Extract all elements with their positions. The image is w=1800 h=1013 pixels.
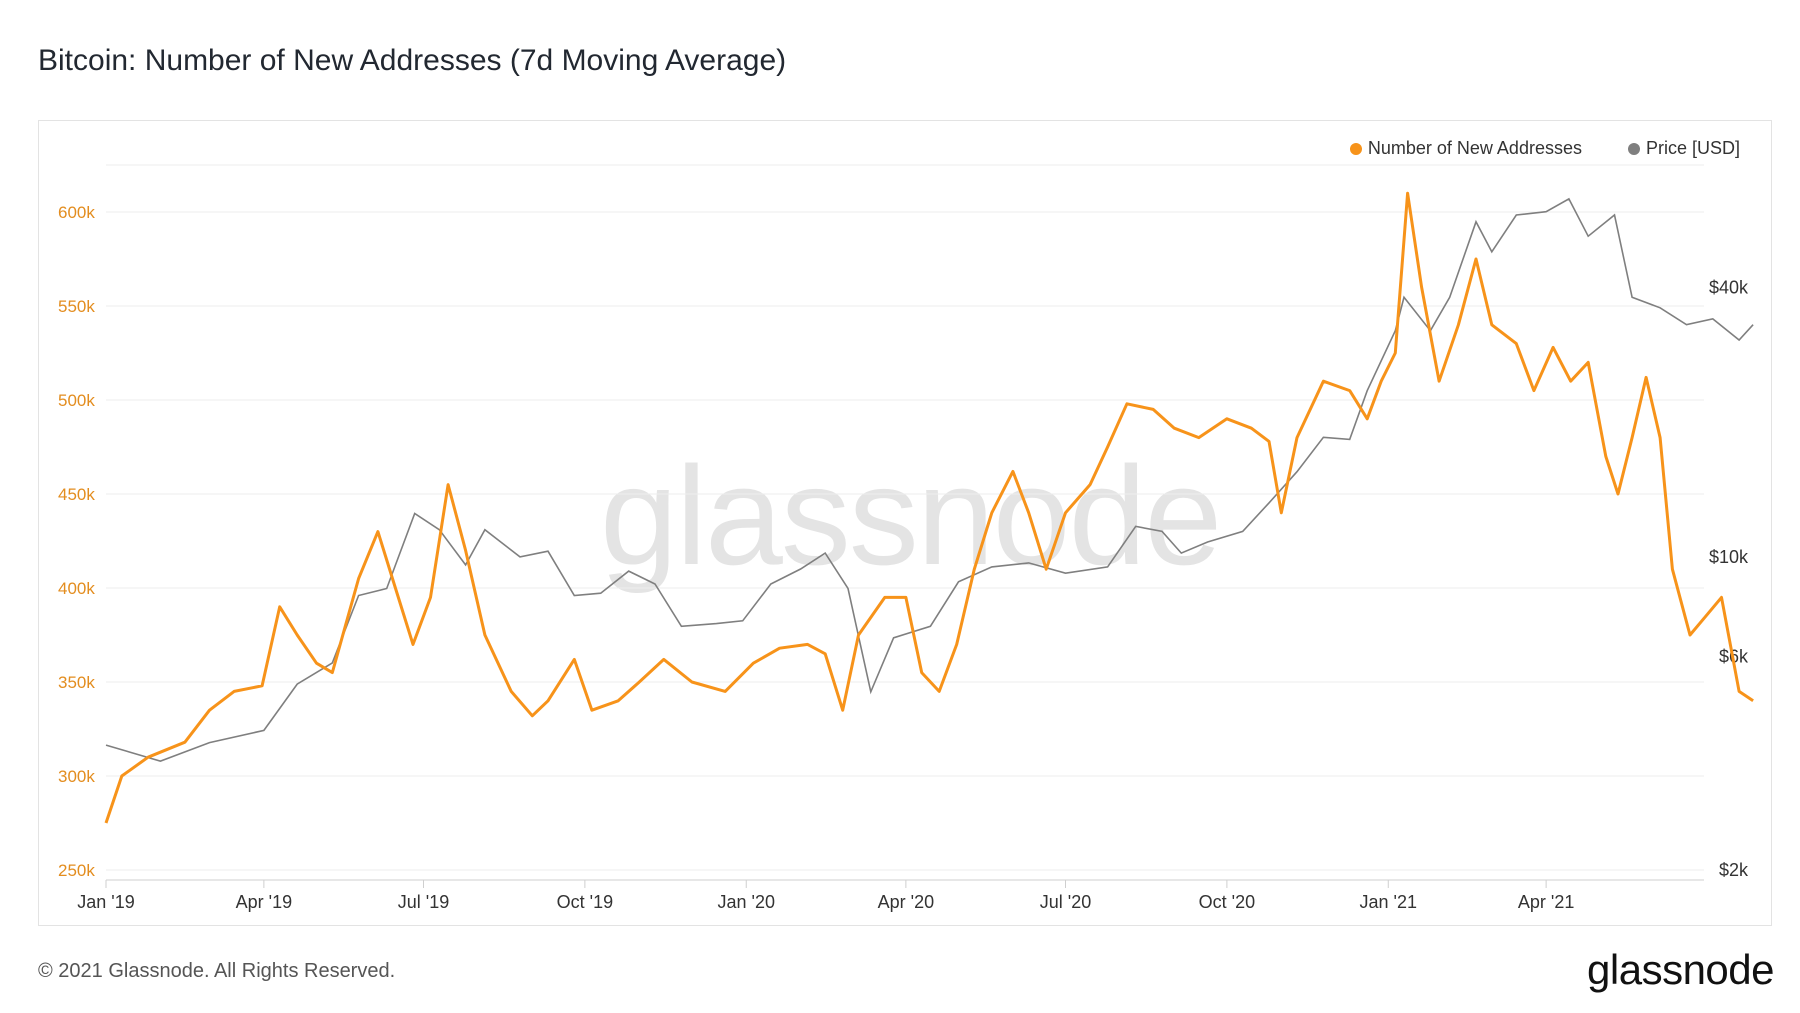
legend-dot-new-addresses <box>1349 142 1362 155</box>
y-right-tick-label: $2k <box>1719 860 1749 880</box>
y-left-tick-label: 550k <box>58 297 95 316</box>
y-left-tick-label: 450k <box>58 485 95 504</box>
legend-item-price[interactable]: Price [USD] <box>1627 138 1740 159</box>
grid-lines <box>106 164 1704 871</box>
y-axis-right: $2k$6k$10k$40k <box>1709 277 1749 880</box>
y-left-tick-label: 600k <box>58 203 95 222</box>
x-tick-label: Jan '19 <box>77 892 134 912</box>
series-new-addresses-line <box>104 191 1754 824</box>
legend-dot-price <box>1627 142 1640 155</box>
x-tick-label: Oct '19 <box>557 892 613 912</box>
y-left-tick-label: 250k <box>58 861 95 880</box>
x-tick-label: Apr '21 <box>1518 892 1574 912</box>
y-right-tick-label: $10k <box>1709 547 1749 567</box>
x-tick-label: Apr '20 <box>878 892 934 912</box>
page-title: Bitcoin: Number of New Addresses (7d Mov… <box>38 44 787 77</box>
x-axis: Jan '19 Apr '19 Jul '19 Oct '19 Jan '20 Apr '… <box>77 879 1704 912</box>
series-price-line <box>105 197 1754 762</box>
x-tick-label: Jan '21 <box>1360 892 1417 912</box>
legend-item-new-addresses[interactable]: Number of New Addresses <box>1349 138 1582 159</box>
y-left-tick-label: 300k <box>58 767 95 786</box>
copyright-text: © 2021 Glassnode. All Rights Reserved. <box>38 960 396 982</box>
chart-legend: Number of New Addresses Price [USD] <box>1349 138 1740 159</box>
x-tick-label: Jan '20 <box>718 892 775 912</box>
legend-label-new-addresses: Number of New Addresses <box>1367 138 1582 158</box>
x-tick-label: Jul '19 <box>398 892 449 912</box>
legend-label-price: Price [USD] <box>1645 138 1740 158</box>
chart-panel <box>38 120 1772 926</box>
y-left-tick-label: 500k <box>58 391 95 410</box>
brand-logo[interactable]: glassnode <box>1587 946 1774 993</box>
x-tick-label: Jul '20 <box>1040 892 1091 912</box>
x-tick-label: Oct '20 <box>1199 892 1255 912</box>
y-right-tick-label: $40k <box>1709 277 1749 297</box>
x-tick-label: Apr '19 <box>236 892 292 912</box>
y-axis-left: 250k 300k 350k 400k 450k 500k 550k 600k <box>58 203 95 880</box>
y-left-tick-label: 350k <box>58 673 95 692</box>
y-left-tick-label: 400k <box>58 579 95 598</box>
